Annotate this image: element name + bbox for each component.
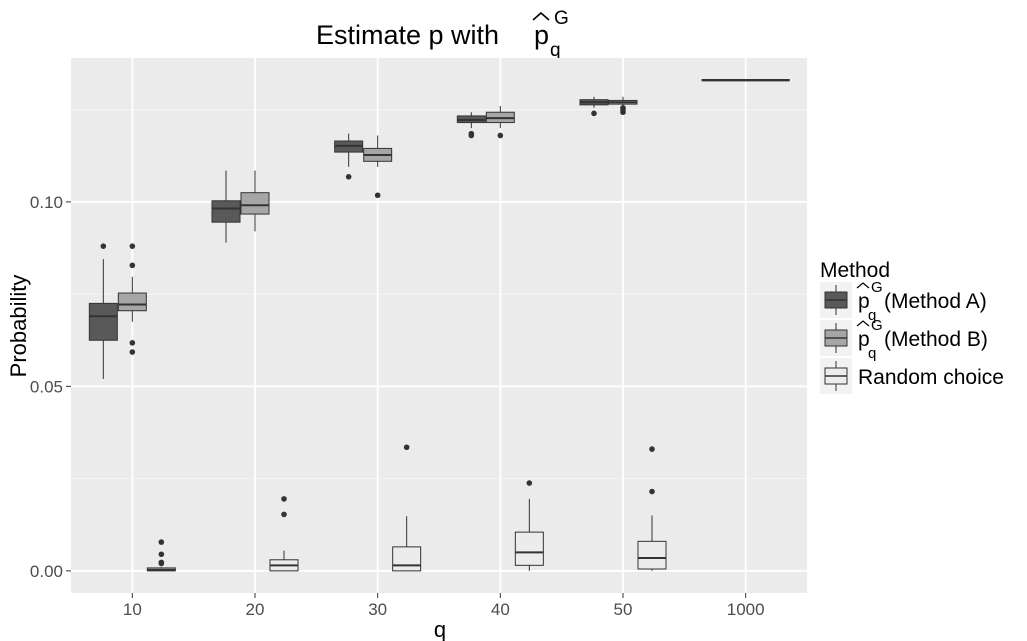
- box-random-choice-q50: [637, 446, 667, 571]
- outlier-point: [158, 559, 165, 566]
- box-method-b-q20: [240, 170, 270, 232]
- box-method-a-q50: [579, 96, 609, 117]
- legend-superscript: G: [871, 317, 883, 334]
- x-tick-label: 50: [614, 600, 633, 619]
- box-iqr: [240, 192, 270, 215]
- box-method-a-q30: [334, 133, 364, 180]
- x-tick-label: 40: [491, 600, 510, 619]
- legend-subscript: q: [868, 345, 876, 362]
- x-tick-label: 1000: [727, 600, 765, 619]
- legend-label: (Method B): [884, 328, 988, 351]
- x-tick-label: 10: [123, 600, 142, 619]
- legend-hat-mark: [856, 320, 870, 327]
- outlier-point: [649, 446, 655, 452]
- chart-title-superscript: G: [554, 8, 569, 29]
- box-iqr: [211, 200, 241, 223]
- chart-title-hat-mark: [532, 11, 550, 21]
- legend-entry-3: Random choice: [820, 358, 1004, 394]
- legend-label: Random choice: [858, 366, 1004, 389]
- box-layer: [88, 79, 790, 572]
- outlier-point: [468, 130, 475, 137]
- outlier-point: [129, 340, 136, 346]
- outlier-point: [345, 174, 352, 180]
- box-random-choice-q30: [392, 444, 422, 572]
- legend-subscript: q: [868, 307, 876, 324]
- y-tick-label: 0.00: [30, 562, 63, 581]
- legend: Method pGq (Method A)pGq (Method B)Rando…: [820, 259, 1004, 394]
- x-axis-label: q: [434, 617, 446, 641]
- box-method-a-q10: [88, 243, 118, 379]
- outlier-point: [158, 539, 165, 545]
- outlier-point: [374, 192, 381, 199]
- x-tick-label: 30: [368, 600, 387, 619]
- outlier-point: [497, 132, 504, 139]
- box-iqr: [117, 292, 147, 312]
- outlier-point: [591, 110, 597, 117]
- box-iqr: [514, 531, 544, 566]
- legend-entries: pGq (Method A)pGq (Method B)Random choic…: [820, 279, 1004, 394]
- outlier-point: [100, 243, 107, 249]
- y-tick-label: 0.10: [30, 193, 63, 212]
- outlier-point: [158, 551, 165, 558]
- legend-superscript: G: [871, 279, 883, 296]
- outlier-point: [129, 262, 136, 269]
- outlier-point: [129, 349, 136, 355]
- outlier-point: [281, 511, 287, 518]
- box-method-b-q10: [117, 243, 147, 355]
- legend-entry-2: pGq (Method B): [820, 317, 988, 362]
- box-method-b-q30: [363, 135, 393, 199]
- x-tick-label: 20: [246, 600, 265, 619]
- outlier-point: [281, 496, 287, 502]
- outlier-point: [129, 243, 136, 249]
- grid-lines: [71, 58, 807, 593]
- outlier-point: [526, 480, 533, 486]
- outlier-point: [620, 105, 626, 111]
- box-method-b-q50: [608, 96, 638, 116]
- box-iqr: [637, 540, 667, 570]
- box-iqr: [392, 546, 422, 572]
- y-tick-label: 0.05: [30, 377, 63, 396]
- box-method-a-q20: [211, 170, 241, 243]
- legend-label: (Method A): [884, 290, 987, 313]
- chart-title-hat-symbol: p: [534, 20, 549, 50]
- chart-title: Estimate p with p G q: [316, 8, 569, 61]
- plot-panel: [71, 58, 807, 593]
- legend-symbol: p: [858, 290, 870, 313]
- outlier-point: [403, 444, 410, 451]
- box-method-a-q40: [456, 112, 486, 139]
- box-random-choice-q10: [146, 539, 176, 572]
- y-axis-label: Probability: [6, 275, 31, 378]
- box-random-choice-q40: [514, 480, 544, 571]
- box-iqr: [88, 302, 118, 341]
- legend-title: Method: [820, 259, 890, 282]
- box-method-b-q40: [485, 105, 515, 139]
- outlier-point: [649, 488, 655, 495]
- legend-hat-mark: [856, 282, 870, 289]
- chart-title-main: Estimate p with: [316, 20, 499, 50]
- box-random-choice-q20: [269, 496, 299, 572]
- axes: 0.00 0.05 0.10 10 20 30 40 50 1000: [30, 193, 765, 619]
- legend-symbol: p: [858, 328, 870, 351]
- chart-title-subscript: q: [550, 40, 561, 61]
- legend-entry-1: pGq (Method A): [820, 279, 987, 324]
